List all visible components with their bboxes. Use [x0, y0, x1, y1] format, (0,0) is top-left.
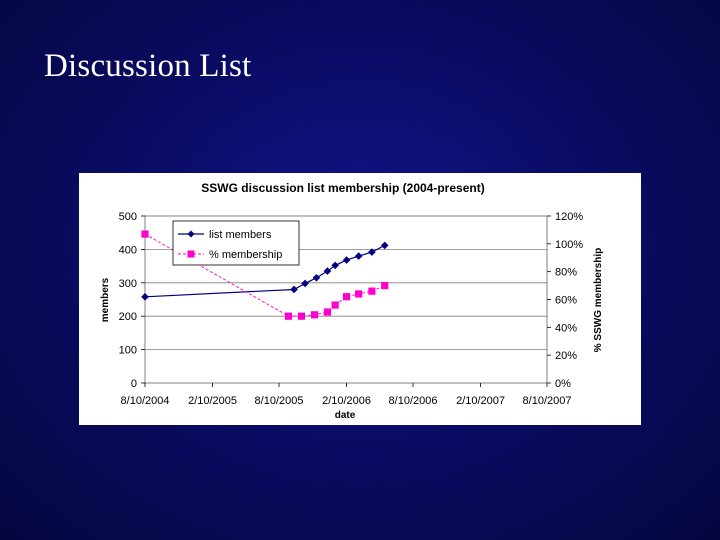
y2-tick-label: 100% — [555, 239, 583, 251]
data-point-list-members — [323, 267, 332, 275]
y-tick-label: 0 — [131, 378, 137, 390]
y2-tick-label: 40% — [555, 322, 577, 334]
data-point-list-members — [331, 261, 339, 270]
chart-panel: 0 100 200 300 400 500 0% 20% 40% 60% 80% 100% 120% 8/… — [79, 173, 641, 425]
x-tick-label: 2/10/2006 — [322, 395, 371, 407]
data-point-membership — [342, 293, 351, 301]
x-tick-label: 8/10/2004 — [121, 395, 170, 407]
data-point-membership — [331, 301, 339, 309]
data-point-membership — [323, 308, 332, 316]
data-point-membership — [355, 290, 363, 298]
series-line-membership — [144, 233, 385, 317]
axes: 0 100 200 300 400 500 0% 20% 40% 60% 80% 100% 120% 8/… — [119, 211, 584, 407]
x-tick-label: 8/10/2006 — [389, 395, 438, 407]
data-point-membership — [297, 312, 305, 320]
x-tick-label: 2/10/2007 — [456, 395, 505, 407]
legend-label-list-members: list members — [209, 229, 272, 241]
data-point-membership — [311, 311, 319, 319]
slide-title: Discussion List — [44, 48, 252, 84]
y-axis-label: members — [100, 277, 111, 322]
data-point-membership — [368, 287, 376, 295]
y-tick-label: 100 — [119, 345, 137, 357]
y-tick-label: 200 — [119, 311, 137, 323]
x-axis-label: date — [335, 410, 356, 421]
x-tick-label: 8/10/2007 — [523, 395, 572, 407]
data-point-list-members — [290, 285, 298, 294]
y-tick-label: 500 — [119, 211, 137, 223]
data-point-list-members — [141, 293, 149, 301]
legend-marker-list-members — [187, 230, 195, 238]
y2-axis-label: % SSWG membership — [593, 248, 604, 352]
data-point-membership — [284, 312, 293, 320]
data-point-list-members — [380, 241, 389, 250]
data-point-list-members — [312, 273, 321, 282]
legend-label-percent-membership: % membership — [209, 249, 282, 261]
y2-tick-label: 80% — [555, 267, 577, 279]
legend-marker-percent-membership — [187, 250, 195, 258]
y2-tick-label: 60% — [555, 295, 577, 307]
y-tick-label: 300 — [119, 278, 137, 290]
data-point-list-members — [301, 279, 309, 288]
x-tick-label: 2/10/2005 — [188, 395, 237, 407]
membership-chart: 0 100 200 300 400 500 0% 20% 40% 60% 80% 100% 120% 8/… — [100, 181, 604, 421]
series-line-list-members — [144, 244, 386, 298]
data-point-membership — [381, 281, 389, 290]
y2-tick-label: 20% — [555, 350, 577, 362]
y2-tick-label: 0% — [555, 378, 571, 390]
gridlines — [145, 249, 547, 351]
series — [141, 230, 389, 320]
y2-tick-label: 120% — [555, 211, 583, 223]
y-tick-label: 400 — [119, 244, 137, 256]
legend: list members % membership — [172, 220, 300, 266]
data-point-membership — [141, 230, 149, 238]
legend-box — [172, 220, 300, 266]
chart-title: SSWG discussion list membership (2004-pr… — [201, 181, 484, 195]
x-tick-label: 8/10/2005 — [255, 395, 304, 407]
